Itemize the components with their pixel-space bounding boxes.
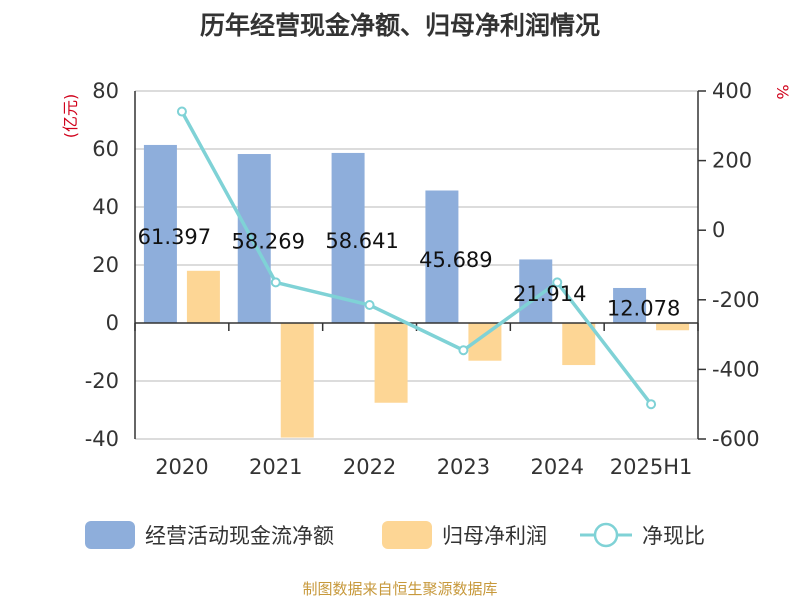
source-note: 制图数据来自恒生聚源数据库 <box>302 580 497 598</box>
bar-net-profit <box>562 323 596 366</box>
data-label-cash-flow: 61.397 <box>138 225 211 249</box>
data-label-cash-flow: 58.641 <box>325 229 398 253</box>
x-tick-label: 2023 <box>437 455 490 479</box>
bar-cash-flow <box>425 190 459 323</box>
axes <box>134 90 706 440</box>
ratio-line-series <box>176 106 657 410</box>
data-label-cash-flow: 58.269 <box>232 230 305 254</box>
legend-item-net-profit[interactable]: 归母净利润 <box>382 521 547 549</box>
right-axis-unit: % <box>773 84 792 99</box>
right-tick-label: 0 <box>712 218 725 242</box>
bar-cash-flow <box>143 144 177 323</box>
ratio-point <box>176 106 187 117</box>
left-tick-label: 0 <box>106 311 119 335</box>
data-label-cash-flow: 45.689 <box>419 248 492 272</box>
bar-cash-flow <box>331 152 365 323</box>
ratio-point <box>552 277 563 288</box>
left-tick-label: -20 <box>85 369 119 393</box>
left-tick-label: 20 <box>92 253 119 277</box>
left-tick-label: -40 <box>85 427 119 451</box>
x-tick-label: 2024 <box>531 455 584 479</box>
x-tick-label: 2021 <box>249 455 302 479</box>
bar-net-profit <box>374 323 408 403</box>
ratio-point <box>270 277 281 288</box>
data-labels: 61.397 58.269 58.641 45.689 21.914 12.078 <box>138 225 681 321</box>
bar-cash-flow <box>613 287 647 323</box>
chart-title: 历年经营现金净额、归母净利润情况 <box>200 11 600 40</box>
left-tick-label: 80 <box>92 79 119 103</box>
right-tick-label: -600 <box>712 427 760 451</box>
bar-net-profit <box>656 323 690 331</box>
data-label-cash-flow: 21.914 <box>513 282 586 306</box>
ratio-line <box>180 110 653 406</box>
bar-net-profit <box>186 270 220 323</box>
bars <box>143 144 690 438</box>
legend-swatch-net-profit <box>382 521 432 549</box>
legend-swatch-cash-flow <box>85 521 135 549</box>
legend-label-cash-flow: 经营活动现金流净额 <box>145 524 334 548</box>
legend-label-net-profit: 归母净利润 <box>442 524 547 548</box>
right-tick-label: -200 <box>712 288 760 312</box>
legend-swatch-ratio-marker <box>593 522 619 548</box>
x-tick-label: 2025H1 <box>610 455 693 479</box>
x-tick-label: 2020 <box>155 455 208 479</box>
x-tick-label: 2022 <box>343 455 396 479</box>
ratio-point <box>646 399 657 410</box>
right-tick-label: -400 <box>712 357 760 381</box>
left-tick-label: 40 <box>92 195 119 219</box>
ratio-point <box>364 300 375 311</box>
left-axis-unit: (亿元) <box>61 94 80 139</box>
right-tick-label: 200 <box>712 149 752 173</box>
left-tick-label: 60 <box>92 137 119 161</box>
bar-net-profit <box>280 323 314 438</box>
right-tick-label: 400 <box>712 79 752 103</box>
legend-item-cash-flow[interactable]: 经营活动现金流净额 <box>85 521 334 549</box>
legend: 经营活动现金流净额 归母净利润 净现比 <box>85 521 705 549</box>
data-label-cash-flow: 12.078 <box>607 296 680 320</box>
legend-item-ratio[interactable]: 净现比 <box>580 522 705 548</box>
ratio-point <box>458 345 469 356</box>
legend-label-ratio: 净现比 <box>642 524 705 548</box>
grid-lines <box>135 90 698 440</box>
bar-cash-flow <box>237 154 271 323</box>
